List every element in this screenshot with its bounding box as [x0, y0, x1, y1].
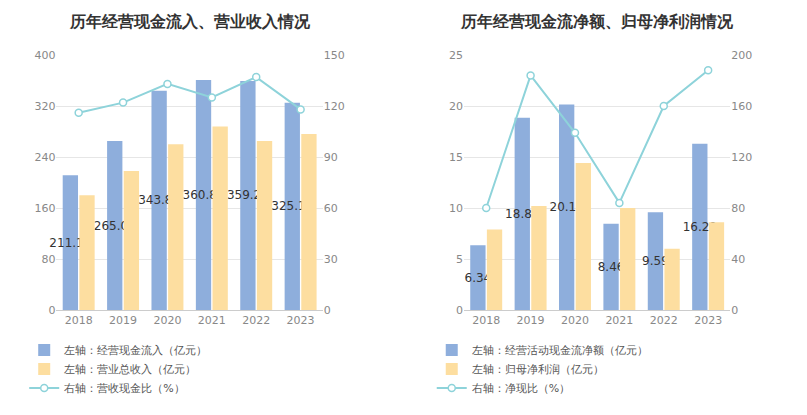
svg-text:160: 160 [34, 202, 55, 215]
svg-text:2021: 2021 [605, 314, 633, 327]
svg-text:2021: 2021 [198, 314, 226, 327]
svg-text:2018: 2018 [472, 314, 500, 327]
svg-text:325.13: 325.13 [271, 199, 313, 213]
svg-text:左轴：经营现金流入（亿元）: 左轴：经营现金流入（亿元） [64, 344, 207, 357]
svg-text:9.59: 9.59 [642, 254, 669, 268]
svg-text:2018: 2018 [65, 314, 93, 327]
svg-text:2023: 2023 [287, 314, 315, 327]
svg-text:400: 400 [34, 49, 55, 62]
svg-text:80: 80 [41, 253, 55, 266]
svg-text:2020: 2020 [153, 314, 181, 327]
svg-text:20: 20 [449, 100, 463, 113]
svg-text:5: 5 [456, 253, 463, 266]
svg-text:左轴：营业总收入（亿元）: 左轴：营业总收入（亿元） [64, 363, 196, 376]
svg-text:0: 0 [731, 304, 738, 317]
svg-text:2022: 2022 [242, 314, 270, 327]
svg-text:右轴：净现比（%）: 右轴：净现比（%） [472, 382, 570, 395]
svg-text:359.26: 359.26 [227, 188, 269, 202]
svg-text:343.83: 343.83 [138, 193, 180, 207]
svg-text:40: 40 [731, 253, 745, 266]
svg-text:2020: 2020 [561, 314, 589, 327]
svg-text:30: 30 [324, 253, 338, 266]
svg-text:25: 25 [449, 49, 463, 62]
svg-text:211.19: 211.19 [49, 236, 91, 250]
svg-text:历年经营现金流净额、归母净利润情况: 历年经营现金流净额、归母净利润情况 [460, 12, 734, 31]
svg-text:左轴：归母净利润（亿元）: 左轴：归母净利润（亿元） [472, 363, 604, 376]
svg-text:240: 240 [34, 151, 55, 164]
svg-text:16.29: 16.29 [683, 220, 717, 234]
svg-text:90: 90 [324, 151, 338, 164]
svg-text:8.46: 8.46 [598, 260, 625, 274]
svg-text:160: 160 [731, 100, 752, 113]
svg-text:2022: 2022 [650, 314, 678, 327]
svg-text:265.04: 265.04 [94, 219, 136, 233]
svg-text:60: 60 [324, 202, 338, 215]
svg-text:120: 120 [324, 100, 345, 113]
svg-text:200: 200 [731, 49, 752, 62]
svg-text:15: 15 [449, 151, 463, 164]
svg-text:2019: 2019 [517, 314, 545, 327]
svg-text:历年经营现金流入、营业收入情况: 历年经营现金流入、营业收入情况 [69, 12, 311, 31]
svg-text:18.84: 18.84 [505, 207, 539, 221]
svg-text:360.83: 360.83 [183, 188, 225, 202]
svg-text:0: 0 [456, 304, 463, 317]
svg-text:左轴：经营活动现金流净额（亿元）: 左轴：经营活动现金流净额（亿元） [472, 344, 648, 357]
svg-text:2019: 2019 [109, 314, 137, 327]
svg-text:0: 0 [324, 304, 331, 317]
svg-text:10: 10 [449, 202, 463, 215]
svg-text:右轴：营收现金比（%）: 右轴：营收现金比（%） [64, 382, 184, 395]
svg-text:0: 0 [48, 304, 55, 317]
svg-text:320: 320 [34, 100, 55, 113]
svg-text:80: 80 [731, 202, 745, 215]
svg-text:20.14: 20.14 [549, 200, 583, 214]
svg-text:2023: 2023 [694, 314, 722, 327]
svg-text:120: 120 [731, 151, 752, 164]
svg-text:6.34: 6.34 [465, 271, 492, 285]
svg-text:150: 150 [324, 49, 345, 62]
